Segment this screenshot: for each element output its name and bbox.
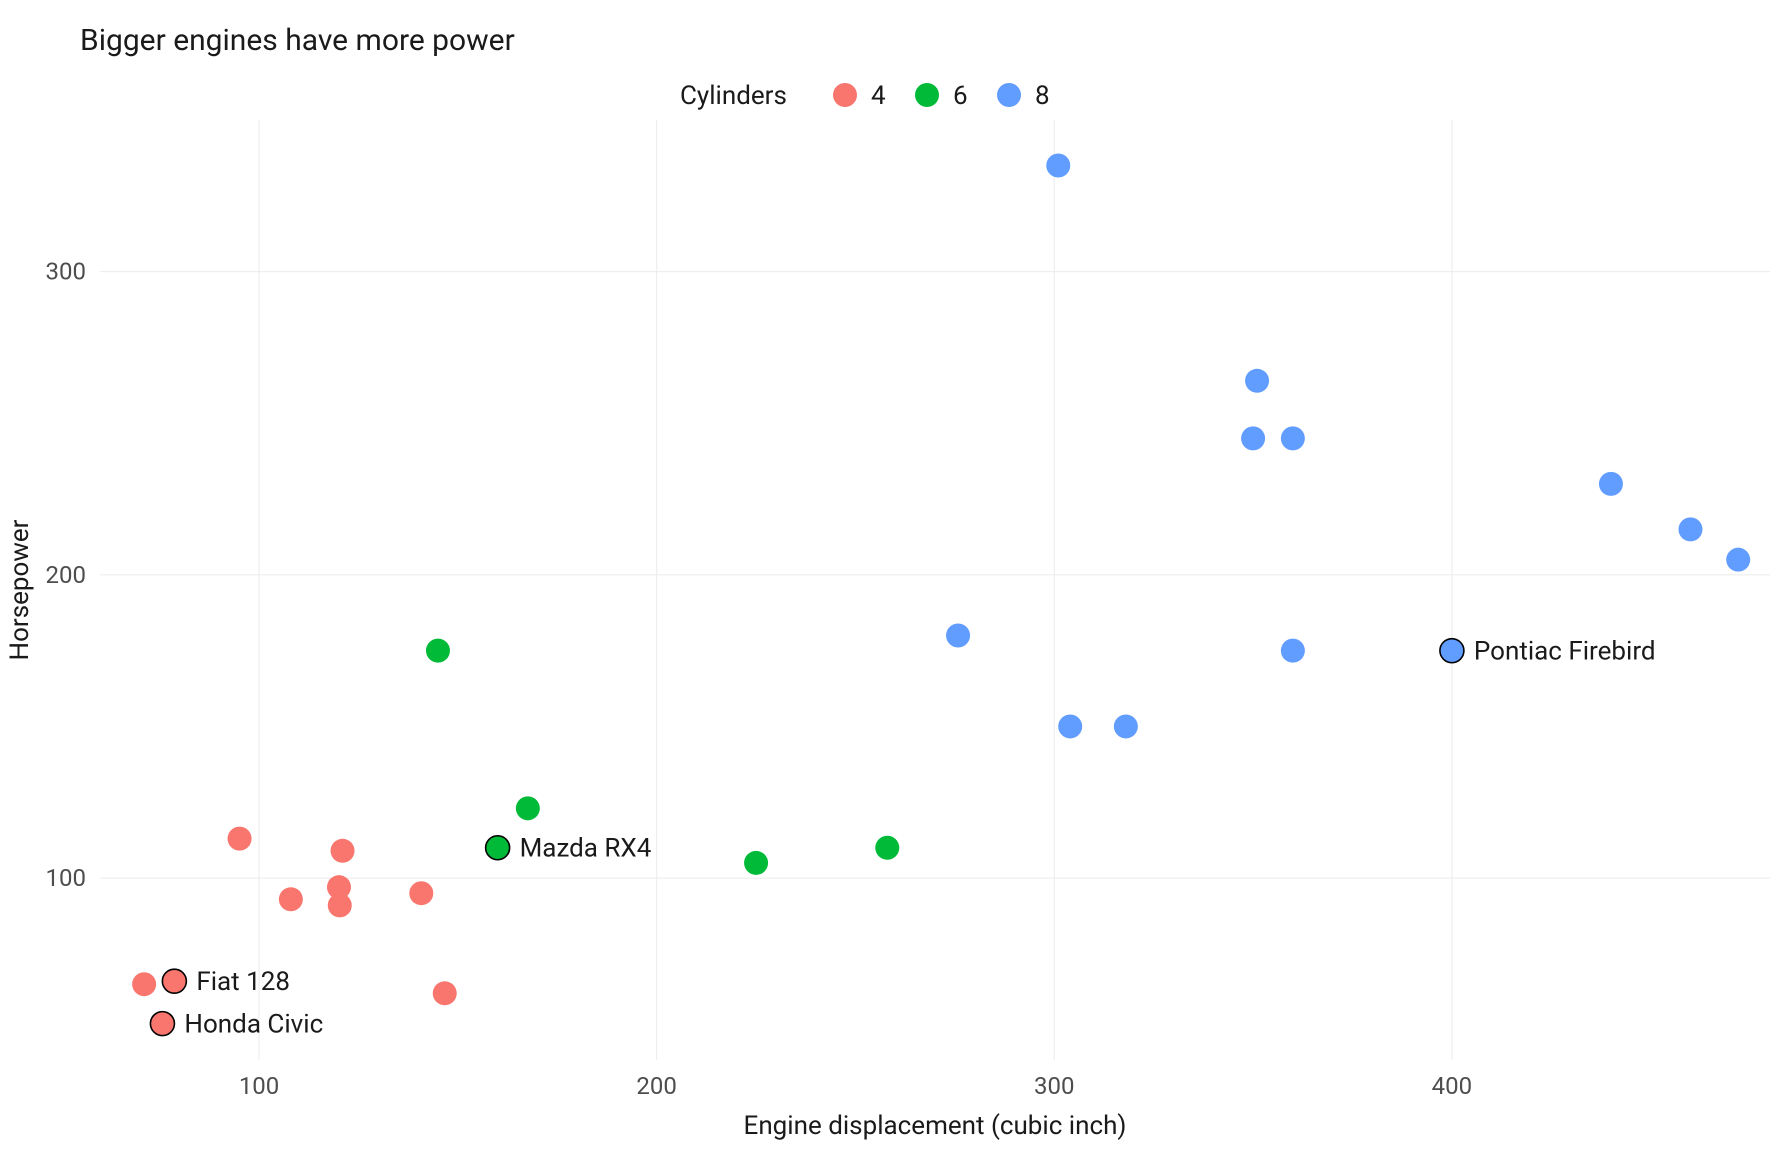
data-point	[1245, 369, 1269, 393]
data-point	[1241, 426, 1265, 450]
data-point	[228, 827, 252, 851]
data-point	[875, 836, 899, 860]
x-tick-label: 100	[239, 1072, 279, 1100]
data-point	[409, 881, 433, 905]
data-point	[1046, 153, 1070, 177]
data-point-annotated	[162, 969, 186, 993]
x-tick-label: 300	[1034, 1072, 1074, 1100]
x-tick-label: 200	[636, 1072, 676, 1100]
data-point	[279, 887, 303, 911]
data-point	[1114, 714, 1138, 738]
legend-item-label: 4	[871, 81, 886, 111]
data-point	[744, 851, 768, 875]
legend-item-label: 8	[1035, 81, 1050, 111]
data-point	[132, 972, 156, 996]
scatter-chart: 100 200 300 400 100 200 300 Engine displacement…	[0, 0, 1788, 1154]
y-axis-label: Horsepower	[5, 519, 35, 660]
data-point	[1281, 639, 1305, 663]
point-annotation: Mazda RX4	[520, 834, 652, 864]
data-point	[433, 981, 457, 1005]
point-annotation: Honda Civic	[184, 1010, 323, 1040]
data-point	[1726, 548, 1750, 572]
chart-title: Bigger engines have more power	[80, 23, 515, 58]
data-point	[1281, 426, 1305, 450]
chart-container: { "chart": { "type": "scatter", "title":…	[0, 0, 1788, 1154]
plot-panel	[100, 120, 1770, 1060]
y-tick-label: 200	[46, 561, 86, 589]
data-point	[1599, 472, 1623, 496]
data-point	[426, 639, 450, 663]
data-point-annotated	[486, 836, 510, 860]
legend-swatch	[997, 83, 1021, 107]
y-tick-label: 100	[46, 864, 86, 892]
point-annotation: Pontiac Firebird	[1474, 637, 1656, 667]
data-point	[946, 623, 970, 647]
data-point	[1678, 517, 1702, 541]
y-tick-label: 300	[46, 258, 86, 286]
legend-swatch	[915, 83, 939, 107]
data-point	[516, 796, 540, 820]
legend-item-label: 6	[953, 81, 968, 111]
data-point-annotated	[150, 1012, 174, 1036]
data-point	[331, 839, 355, 863]
point-annotation: Fiat 128	[196, 967, 290, 997]
x-tick-label: 400	[1432, 1072, 1472, 1100]
data-point	[328, 893, 352, 917]
x-axis-label: Engine displacement (cubic inch)	[744, 1111, 1127, 1141]
data-point-annotated	[1440, 639, 1464, 663]
legend-swatch	[833, 83, 857, 107]
legend-title: Cylinders	[680, 81, 787, 111]
data-point	[1058, 714, 1082, 738]
